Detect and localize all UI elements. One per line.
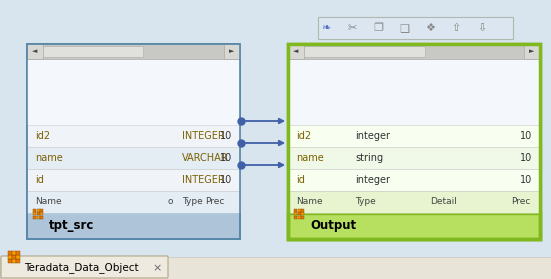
Text: id: id bbox=[296, 175, 305, 185]
Text: ❑: ❑ bbox=[399, 23, 409, 33]
Text: Detail: Detail bbox=[430, 198, 457, 206]
Bar bbox=[40, 212, 43, 215]
Bar bbox=[294, 208, 297, 211]
Bar bbox=[288, 125, 540, 147]
Bar bbox=[27, 44, 240, 239]
Bar bbox=[288, 213, 540, 239]
Bar bbox=[298, 208, 300, 211]
Bar bbox=[288, 59, 540, 125]
Bar bbox=[16, 251, 19, 254]
Text: ✂: ✂ bbox=[347, 23, 356, 33]
Text: Teradata_Data_Object: Teradata_Data_Object bbox=[24, 263, 139, 273]
Text: Prec: Prec bbox=[206, 198, 225, 206]
Bar bbox=[288, 44, 540, 239]
Text: id: id bbox=[35, 175, 44, 185]
Text: VARCHAR: VARCHAR bbox=[182, 153, 229, 163]
Text: integer: integer bbox=[355, 131, 390, 141]
Text: INTEGER: INTEGER bbox=[182, 175, 225, 185]
Text: name: name bbox=[296, 153, 324, 163]
Text: integer: integer bbox=[355, 175, 390, 185]
Text: ❐: ❐ bbox=[373, 23, 383, 33]
Bar bbox=[27, 125, 240, 147]
Text: o: o bbox=[168, 198, 173, 206]
Bar bbox=[298, 215, 300, 218]
Bar bbox=[8, 255, 12, 259]
Bar bbox=[288, 44, 540, 59]
Text: 10: 10 bbox=[520, 175, 532, 185]
Bar bbox=[27, 44, 43, 59]
Text: ►: ► bbox=[530, 49, 534, 54]
Text: 10: 10 bbox=[520, 131, 532, 141]
Bar bbox=[12, 251, 15, 254]
Bar bbox=[12, 259, 15, 263]
Bar bbox=[27, 147, 240, 169]
Text: tpt_src: tpt_src bbox=[49, 220, 94, 232]
Text: ❖: ❖ bbox=[425, 23, 435, 33]
Bar bbox=[16, 255, 19, 259]
Bar bbox=[27, 59, 240, 125]
Bar bbox=[33, 215, 36, 218]
Bar bbox=[318, 17, 513, 39]
Bar bbox=[27, 213, 240, 239]
Bar bbox=[43, 46, 143, 57]
Text: Output: Output bbox=[310, 220, 356, 232]
Text: name: name bbox=[35, 153, 63, 163]
Text: 10: 10 bbox=[520, 153, 532, 163]
Bar bbox=[16, 259, 19, 263]
Bar bbox=[288, 191, 540, 213]
Bar bbox=[36, 208, 40, 211]
Bar bbox=[294, 212, 297, 215]
Text: Name: Name bbox=[35, 198, 62, 206]
Bar bbox=[8, 251, 12, 254]
Bar bbox=[27, 191, 240, 213]
Bar bbox=[36, 212, 40, 215]
Text: ◄: ◄ bbox=[293, 49, 299, 54]
Text: id2: id2 bbox=[296, 131, 311, 141]
Bar bbox=[304, 46, 425, 57]
Bar bbox=[12, 255, 15, 259]
Bar bbox=[40, 215, 43, 218]
Bar bbox=[301, 215, 304, 218]
Text: Prec: Prec bbox=[511, 198, 530, 206]
Text: string: string bbox=[355, 153, 383, 163]
Bar bbox=[36, 215, 40, 218]
Bar bbox=[298, 212, 300, 215]
Text: ►: ► bbox=[229, 49, 235, 54]
Text: ⇩: ⇩ bbox=[477, 23, 487, 33]
Bar bbox=[27, 169, 240, 191]
Bar bbox=[288, 44, 540, 239]
Bar bbox=[0, 257, 551, 279]
Bar bbox=[33, 208, 36, 211]
Bar bbox=[288, 169, 540, 191]
Bar bbox=[288, 44, 304, 59]
Bar bbox=[224, 44, 240, 59]
Text: 10: 10 bbox=[220, 153, 232, 163]
Bar bbox=[301, 212, 304, 215]
Bar bbox=[27, 44, 240, 239]
Text: 10: 10 bbox=[220, 175, 232, 185]
Text: 10: 10 bbox=[220, 131, 232, 141]
Text: id2: id2 bbox=[35, 131, 50, 141]
Bar bbox=[294, 215, 297, 218]
Text: Type: Type bbox=[355, 198, 376, 206]
Text: ❧: ❧ bbox=[321, 23, 331, 33]
Text: INTEGER: INTEGER bbox=[182, 131, 225, 141]
Text: ⇧: ⇧ bbox=[451, 23, 461, 33]
Text: ◄: ◄ bbox=[33, 49, 37, 54]
Text: ×: × bbox=[152, 263, 161, 273]
Bar bbox=[288, 147, 540, 169]
Bar bbox=[301, 208, 304, 211]
Text: Type: Type bbox=[182, 198, 203, 206]
Bar bbox=[40, 208, 43, 211]
Bar bbox=[27, 44, 240, 59]
Bar bbox=[524, 44, 540, 59]
Bar bbox=[33, 212, 36, 215]
FancyBboxPatch shape bbox=[1, 256, 168, 278]
Text: Name: Name bbox=[296, 198, 323, 206]
Bar bbox=[8, 259, 12, 263]
